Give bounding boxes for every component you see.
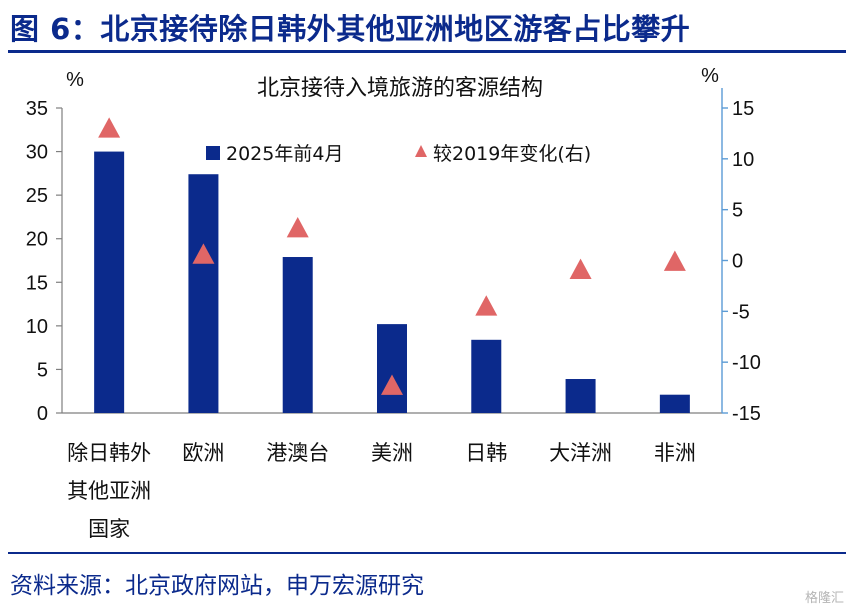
- right-tick-label: -15: [732, 403, 761, 425]
- change-marker: [663, 250, 686, 271]
- category-label: 美洲: [371, 441, 413, 465]
- source-note: 资料来源：北京政府网站，申万宏源研究: [10, 573, 424, 599]
- category-label: 日韩: [465, 441, 507, 465]
- change-marker: [98, 117, 121, 138]
- right-tick-label: -5: [732, 301, 750, 323]
- right-tick-label: 0: [732, 251, 743, 273]
- left-tick-label: 0: [37, 403, 48, 425]
- left-tick-label: 30: [26, 142, 48, 164]
- legend-label-change: 较2019年变化(右): [433, 143, 591, 165]
- change-marker: [569, 258, 592, 279]
- right-tick-label: -10: [732, 352, 761, 374]
- category-label: 其他亚洲: [67, 479, 151, 503]
- right-tick-label: 10: [732, 149, 754, 171]
- bar-series: [94, 151, 690, 414]
- left-tick-label: 15: [26, 272, 48, 294]
- category-label: 欧洲: [182, 441, 224, 465]
- watermark-logo: 格隆汇: [804, 591, 844, 606]
- bar: [377, 324, 407, 413]
- title-divider: [8, 50, 846, 53]
- legend: 2025年前4月 较2019年变化(右): [206, 143, 591, 165]
- category-label: 港澳台: [266, 441, 329, 465]
- bar: [471, 339, 502, 413]
- bar: [188, 174, 219, 413]
- legend-label-bars: 2025年前4月: [226, 143, 343, 165]
- change-marker: [286, 216, 309, 238]
- category-label: 除日韩外: [67, 441, 151, 465]
- change-marker: [475, 295, 498, 316]
- category-label: 国家: [88, 517, 130, 541]
- bar: [94, 151, 125, 414]
- left-tick-label: 35: [26, 98, 48, 120]
- left-axis: 0 5 10 15 20 25 30 35: [26, 98, 722, 425]
- left-tick-label: 20: [26, 229, 48, 251]
- right-axis: -15 -10 -5 0 5 10 15: [721, 88, 761, 425]
- category-label: 大洋洲: [549, 441, 612, 465]
- left-tick-label: 25: [26, 185, 48, 207]
- change-marker: [381, 374, 403, 395]
- footer-divider: [8, 552, 808, 554]
- legend-swatch-change: [415, 145, 427, 157]
- page-title: 图 6：北京接待除日韩外其他亚洲地区游客占比攀升: [10, 12, 691, 46]
- bar: [282, 257, 313, 413]
- bar: [659, 394, 690, 413]
- legend-swatch-bars: [206, 146, 220, 160]
- bar: [565, 379, 596, 413]
- footer-divider-accent: [800, 552, 846, 554]
- change-marker: [192, 243, 215, 264]
- change-series: [98, 117, 686, 395]
- left-tick-label: 5: [37, 359, 48, 381]
- left-tick-label: 10: [26, 316, 48, 338]
- right-axis-unit: %: [701, 65, 719, 87]
- category-label: 非洲: [654, 441, 696, 465]
- right-tick-label: 5: [732, 200, 743, 222]
- chart-title: 北京接待入境旅游的客源结构: [257, 76, 543, 101]
- right-tick-label: 15: [732, 98, 754, 120]
- left-axis-unit: %: [66, 69, 84, 91]
